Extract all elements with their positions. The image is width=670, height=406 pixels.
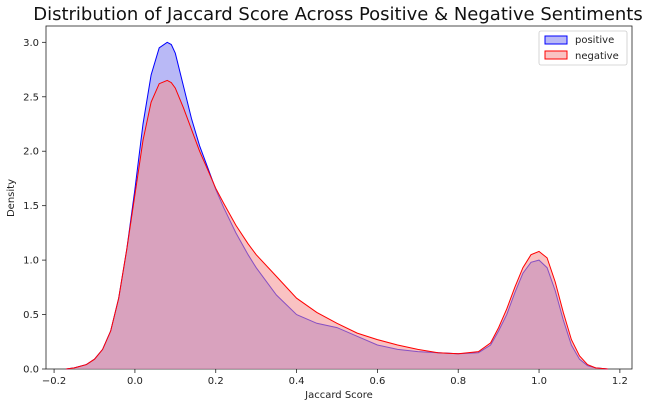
y-tick-label: 2.5 — [23, 92, 39, 103]
y-tick-label: 1.5 — [23, 201, 39, 212]
x-tick-label: 1.2 — [612, 376, 628, 387]
legend-swatch-negative — [544, 50, 568, 60]
series-line-negative — [66, 79, 608, 370]
series-area-negative — [66, 80, 608, 370]
x-axis-label: Jaccard Score — [304, 390, 373, 401]
y-tick-label: 0.5 — [23, 310, 39, 321]
x-tick-label: −0.2 — [42, 376, 66, 387]
y-tick-label: 1.0 — [23, 256, 39, 267]
legend-label-negative: negative — [575, 51, 619, 62]
y-axis-label: Density — [6, 179, 17, 217]
legend-label-positive: positive — [575, 35, 614, 46]
x-tick-label: 0.6 — [369, 376, 385, 387]
y-tick-label: 3.0 — [23, 38, 39, 49]
x-axis-ticks: −0.2 0.0 0.2 0.4 0.6 0.8 1.0 1.2 — [42, 369, 628, 387]
y-tick-label: 0.0 — [23, 365, 39, 376]
legend: positive negative — [538, 30, 628, 66]
x-tick-label: 1.0 — [531, 376, 547, 387]
series-layer — [66, 41, 608, 370]
chart-title: Distribution of Jaccard Score Across Pos… — [33, 4, 643, 25]
y-tick-label: 2.0 — [23, 147, 39, 158]
x-tick-label: 0.2 — [208, 376, 224, 387]
y-axis-ticks: 0.0 0.5 1.0 1.5 2.0 2.5 3.0 — [23, 38, 46, 376]
x-tick-label: 0.4 — [289, 376, 305, 387]
legend-swatch-positive — [544, 35, 568, 45]
x-tick-label: 0.0 — [127, 376, 143, 387]
x-tick-label: 0.8 — [450, 376, 466, 387]
